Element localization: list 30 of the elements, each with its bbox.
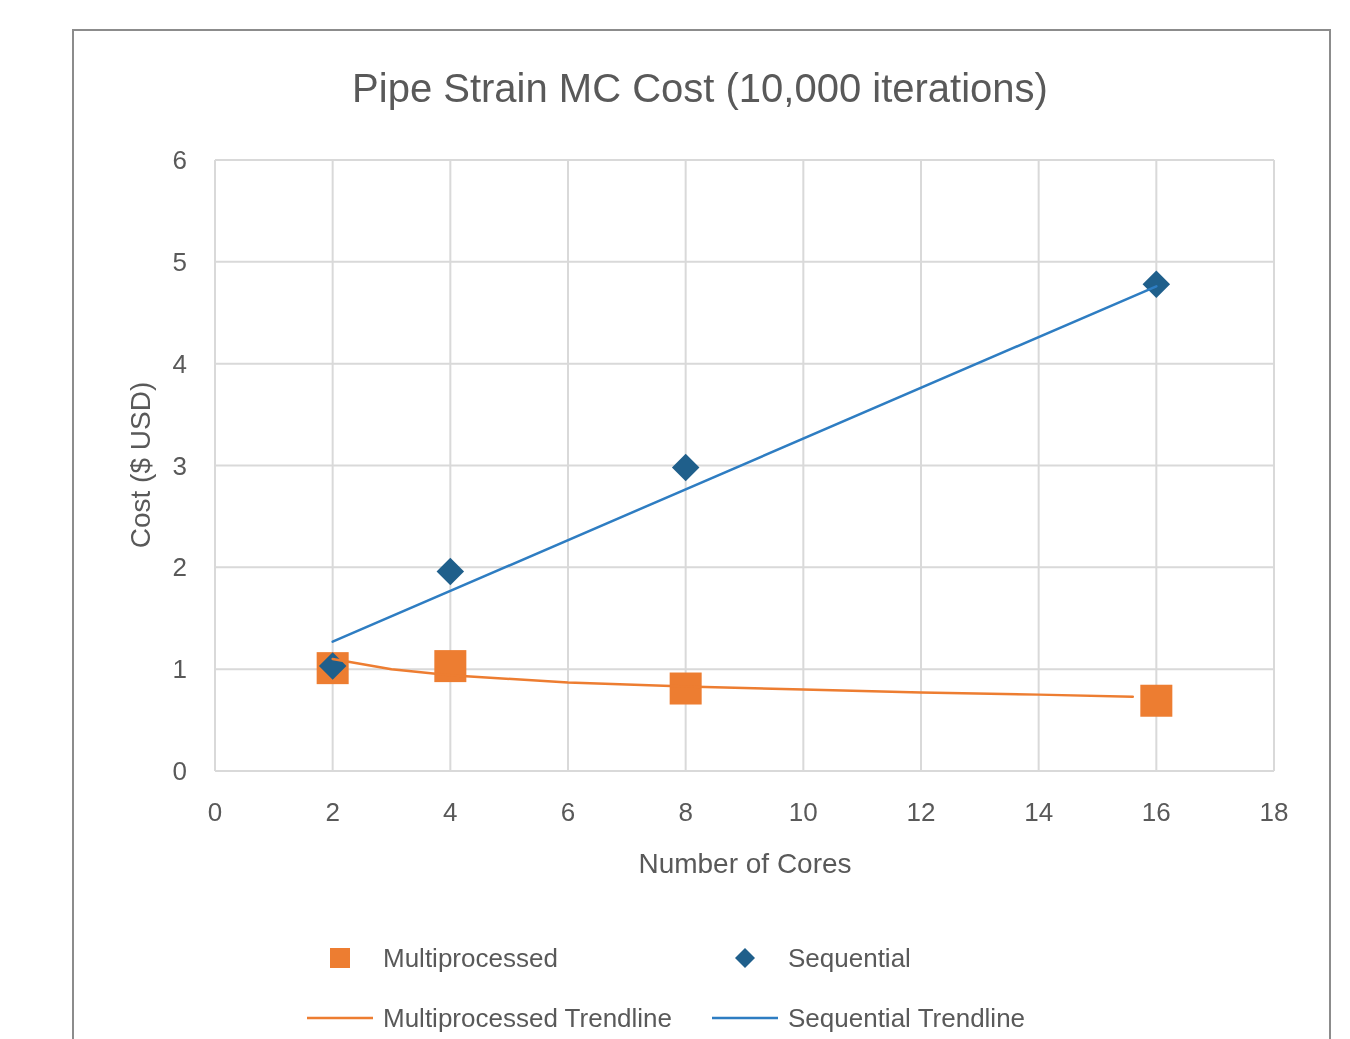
- legend-label: Multiprocessed Trendline: [383, 1003, 673, 1033]
- y-tick-label: 4: [172, 348, 187, 379]
- point: [1142, 270, 1171, 298]
- x-tick-label: 16: [1141, 797, 1171, 827]
- legend-label: Sequential: [788, 943, 911, 973]
- y-tick-label: 2: [172, 552, 187, 583]
- y-tick-label: 6: [172, 145, 187, 175]
- y-axis-title: Cost ($ USD): [125, 381, 156, 549]
- x-tick-label: 18: [1259, 797, 1289, 827]
- y-tick-label: 0: [172, 756, 187, 786]
- legend-label: Multiprocessed: [383, 943, 558, 973]
- x-tick-label: 6: [560, 797, 576, 827]
- x-tick-label: 14: [1024, 797, 1054, 827]
- x-tick-label: 10: [788, 797, 818, 827]
- point: [434, 650, 467, 683]
- point: [669, 672, 702, 705]
- y-tick-label: 1: [172, 654, 187, 685]
- x-axis-title: Number of Cores: [638, 848, 852, 879]
- x-tick-label: 0: [207, 797, 223, 827]
- y-tick-label: 5: [172, 246, 187, 277]
- x-tick-label: 12: [906, 797, 936, 827]
- point: [671, 453, 700, 482]
- y-tick-label: 3: [172, 450, 187, 481]
- x-tick-label: 4: [443, 797, 458, 827]
- point: [436, 557, 465, 586]
- legend-label: Sequential Trendline: [788, 1003, 1026, 1033]
- x-tick-label: 8: [678, 797, 693, 827]
- point: [1140, 684, 1173, 717]
- x-tick-label: 2: [325, 797, 340, 827]
- chart-title: Pipe Strain MC Cost (10,000 iterations): [352, 66, 1048, 110]
